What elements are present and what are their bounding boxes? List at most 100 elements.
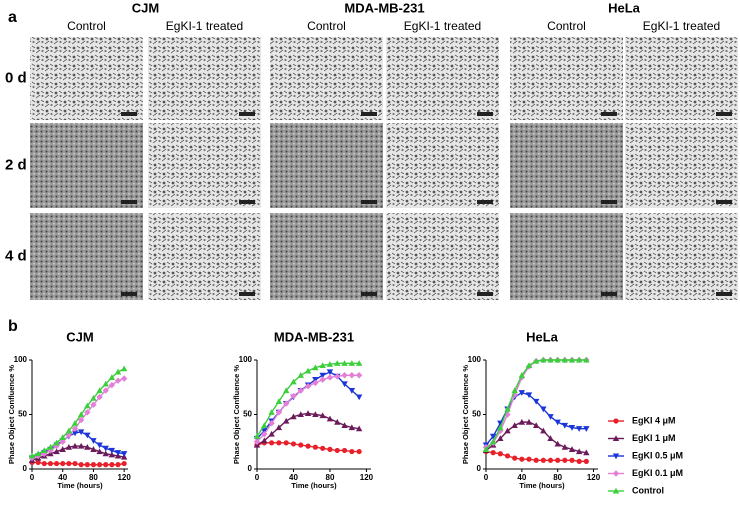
marker: [253, 433, 261, 439]
marker: [102, 445, 109, 452]
series-line: [31, 431, 125, 459]
y-tick-label: 100: [14, 355, 28, 364]
marker: [355, 425, 363, 432]
marker: [77, 429, 85, 436]
series-line: [31, 445, 125, 461]
micrograph: [270, 37, 383, 120]
marker: [569, 457, 575, 463]
marker: [540, 406, 547, 413]
marker: [348, 360, 356, 366]
day-label: 0 d: [5, 69, 27, 86]
marker: [532, 357, 540, 364]
marker: [490, 450, 496, 456]
series-line: [31, 368, 125, 457]
y-tick-label: 50: [472, 410, 481, 419]
marker: [341, 422, 348, 428]
scale-bar: [477, 200, 493, 204]
marker: [312, 364, 319, 371]
cell-line-title: CJM: [132, 0, 159, 15]
micrograph: [30, 123, 143, 208]
scale-bar: [716, 200, 732, 204]
marker: [72, 460, 78, 467]
micrograph: [386, 123, 499, 208]
marker: [275, 409, 283, 416]
legend-label: Control: [632, 485, 664, 495]
marker: [90, 438, 97, 444]
condition-label: Control: [307, 19, 346, 33]
marker: [109, 462, 115, 468]
x-axis-label: Time (hours): [519, 481, 565, 490]
micrograph: [625, 123, 738, 208]
marker: [53, 439, 60, 446]
marker: [319, 372, 326, 379]
x-tick-label: 40: [58, 473, 67, 482]
marker: [96, 442, 103, 449]
marker: [53, 460, 60, 467]
scale-bar: [239, 200, 255, 204]
legend-label: EgKI 1 μM: [632, 433, 676, 443]
marker: [78, 462, 84, 468]
micrograph: [30, 37, 143, 120]
scale-bar: [239, 112, 255, 116]
marker: [518, 418, 526, 425]
marker: [532, 422, 540, 428]
y-tick-label: 100: [239, 355, 253, 364]
marker: [526, 456, 532, 462]
marker: [612, 470, 620, 477]
marker: [290, 378, 297, 385]
y-tick-label: 0: [23, 464, 28, 473]
y-tick-label: 50: [18, 410, 27, 419]
marker: [71, 425, 79, 432]
marker: [282, 417, 290, 424]
marker: [547, 414, 554, 420]
marker: [583, 458, 589, 464]
marker: [120, 365, 128, 372]
x-tick-label: 0: [30, 473, 35, 482]
marker: [115, 462, 121, 468]
marker: [561, 444, 569, 450]
marker: [575, 356, 583, 363]
marker: [108, 447, 116, 454]
series-line: [485, 359, 587, 450]
micrograph: [386, 37, 499, 120]
marker: [511, 387, 518, 394]
marker: [349, 448, 355, 455]
marker: [290, 413, 297, 420]
marker: [304, 367, 312, 374]
marker: [583, 356, 590, 363]
marker: [298, 442, 304, 448]
x-tick-label: 80: [553, 473, 562, 482]
marker: [547, 457, 554, 463]
marker: [489, 438, 497, 445]
y-tick-label: 0: [248, 464, 253, 473]
marker: [612, 435, 620, 442]
scale-bar: [121, 292, 137, 296]
marker: [583, 426, 590, 432]
marker: [71, 420, 79, 426]
marker: [268, 440, 275, 446]
marker: [297, 411, 304, 418]
marker: [575, 426, 583, 432]
marker: [512, 455, 518, 461]
marker: [326, 374, 334, 381]
x-axis-label: Time (hours): [291, 481, 337, 490]
marker: [518, 372, 526, 378]
marker: [47, 460, 54, 467]
marker: [90, 401, 97, 408]
marker: [103, 462, 109, 468]
y-tick-label: 50: [243, 410, 252, 419]
marker: [568, 446, 576, 452]
micrograph: [625, 37, 738, 120]
marker: [102, 380, 109, 387]
marker: [282, 387, 290, 394]
marker: [312, 379, 319, 387]
marker: [114, 368, 122, 375]
marker: [253, 438, 261, 445]
scale-bar: [601, 292, 617, 296]
y-tick-label: 0: [477, 464, 482, 473]
marker: [334, 418, 341, 425]
marker: [555, 457, 561, 463]
marker: [319, 362, 326, 369]
marker: [355, 360, 363, 366]
cell-line-title: MDA-MB-231: [344, 0, 424, 15]
